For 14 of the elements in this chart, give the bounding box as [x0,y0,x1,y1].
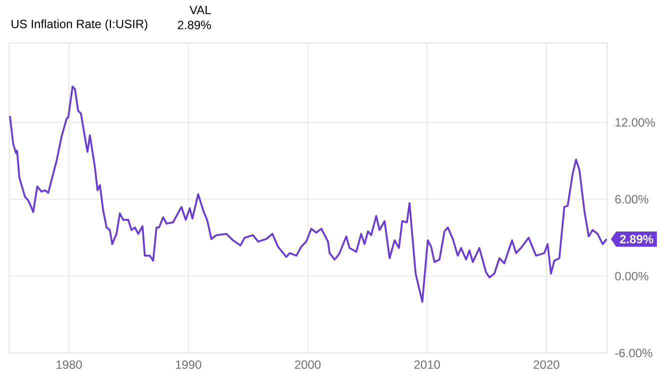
text: VAL [190,6,211,14]
x-tick-label: 1990 [176,360,202,369]
y-tick-label: 6.00% [615,195,648,204]
x-tick-label: 2000 [294,360,321,369]
annotation: 2.89% [620,234,654,244]
text: 2.89% [178,20,211,30]
x-tick-label: 2010 [414,360,440,369]
chart-title: US Inflation Rate (I:USIR) [12,19,148,31]
x-tick-label: 2020 [534,360,560,369]
line-series [8,86,608,303]
y-tick-label: 12.00% [616,118,655,127]
y-tick-label: -6.00% [615,348,652,358]
x-tick-label: 1980 [56,360,82,369]
y-tick-label: 0.00% [615,272,648,280]
